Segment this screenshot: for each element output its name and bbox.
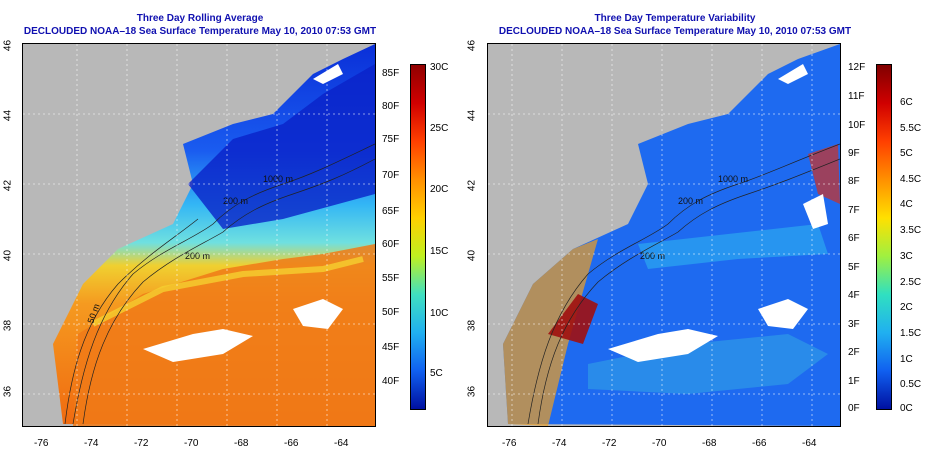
lat-tick-label: 44 bbox=[466, 109, 478, 122]
left-map-svg: 1000 m 200 m 200 m 50 m bbox=[23, 44, 375, 426]
colorbar-f-label: 80F bbox=[382, 101, 400, 112]
contour-label: 1000 m bbox=[263, 174, 293, 184]
colorbar-c-label: 3C bbox=[900, 251, 913, 262]
colorbar-f-label: 50F bbox=[382, 307, 400, 318]
lat-tick-label: 40 bbox=[2, 249, 14, 262]
colorbar-c-label: 20C bbox=[430, 184, 449, 195]
colorbar-f-label: 10F bbox=[848, 120, 866, 131]
right-title-line: Three Day Temperature Variability bbox=[594, 13, 756, 24]
cloud-mask bbox=[313, 64, 343, 84]
colorbar-f-label: 7F bbox=[848, 205, 860, 216]
cloud-mask bbox=[758, 299, 808, 329]
contour-label: 200 m bbox=[223, 196, 248, 206]
colorbar-f-label: 9F bbox=[848, 148, 860, 159]
colorbar-f-label: 8F bbox=[848, 176, 860, 187]
left-panel-title: Three Day Rolling Average DECLOUDED NOAA… bbox=[0, 12, 400, 38]
lat-tick-label: 36 bbox=[466, 385, 478, 398]
cloud-mask bbox=[608, 329, 718, 362]
lon-tick-label: -68 bbox=[702, 438, 717, 449]
colorbar-c-label: 5C bbox=[430, 368, 443, 379]
lon-tick-label: -72 bbox=[134, 438, 149, 449]
lon-tick-label: -76 bbox=[502, 438, 517, 449]
colorbar-f-label: 3F bbox=[848, 319, 860, 330]
right-panel-title: Three Day Temperature Variability DECLOU… bbox=[475, 12, 875, 38]
colorbar-f-label: 5F bbox=[848, 262, 860, 273]
colorbar-c-label: 2C bbox=[900, 302, 913, 313]
variability-colorbar bbox=[876, 64, 892, 410]
lat-tick-label: 44 bbox=[2, 109, 14, 122]
colorbar-f-label: 4F bbox=[848, 290, 860, 301]
colorbar-c-label: 10C bbox=[430, 308, 449, 319]
contour-label: 1000 m bbox=[718, 174, 748, 184]
colorbar-c-label: 6C bbox=[900, 97, 913, 108]
left-subtitle-line: DECLOUDED NOAA–18 Sea Surface Temperatur… bbox=[23, 26, 377, 37]
colorbar-c-label: 1.5C bbox=[900, 328, 922, 339]
lat-tick-label: 42 bbox=[466, 179, 478, 192]
lat-tick-label: 46 bbox=[2, 39, 14, 52]
colorbar-c-label: 25C bbox=[430, 123, 449, 134]
cloud-mask bbox=[293, 299, 343, 329]
lon-tick-label: -76 bbox=[34, 438, 49, 449]
colorbar-c-label: 2.5C bbox=[900, 277, 922, 288]
right-subtitle-line: DECLOUDED NOAA–18 Sea Surface Temperatur… bbox=[498, 26, 852, 37]
colorbar-c-label: 3.5C bbox=[900, 225, 922, 236]
colorbar-f-label: 85F bbox=[382, 68, 400, 79]
high-variability-area bbox=[548, 294, 598, 344]
colorbar-f-label: 75F bbox=[382, 134, 400, 145]
colorbar-f-label: 45F bbox=[382, 342, 400, 353]
colorbar-f-label: 65F bbox=[382, 206, 400, 217]
lat-tick-label: 38 bbox=[2, 319, 14, 332]
colorbar-c-label: 4.5C bbox=[900, 174, 922, 185]
colorbar-c-label: 4C bbox=[900, 199, 913, 210]
right-variability-map: 1000 m 200 m 200 m bbox=[487, 43, 841, 427]
lon-tick-label: -72 bbox=[602, 438, 617, 449]
lat-tick-label: 38 bbox=[466, 319, 478, 332]
cloud-mask bbox=[778, 64, 808, 84]
bathymetry-contours bbox=[64, 143, 375, 425]
lon-tick-label: -68 bbox=[234, 438, 249, 449]
colorbar-c-label: 30C bbox=[430, 62, 449, 73]
colorbar-f-label: 55F bbox=[382, 273, 400, 284]
colorbar-f-label: 70F bbox=[382, 170, 400, 181]
cloud-mask bbox=[803, 194, 828, 229]
cloud-mask bbox=[143, 329, 253, 362]
colorbar-f-label: 11F bbox=[848, 91, 865, 102]
left-title-line: Three Day Rolling Average bbox=[136, 13, 264, 24]
colorbar-c-label: 1C bbox=[900, 354, 913, 365]
lon-tick-label: -66 bbox=[752, 438, 767, 449]
contour-label: 200 m bbox=[678, 196, 703, 206]
lat-tick-label: 40 bbox=[466, 249, 478, 262]
colorbar-c-label: 0.5C bbox=[900, 379, 922, 390]
lon-tick-label: -70 bbox=[184, 438, 199, 449]
contour-label: 200 m bbox=[640, 251, 665, 261]
contour-label: 200 m bbox=[185, 251, 210, 261]
lon-tick-label: -64 bbox=[802, 438, 817, 449]
colorbar-c-label: 5.5C bbox=[900, 123, 922, 134]
lon-tick-label: -70 bbox=[652, 438, 667, 449]
lon-tick-label: -74 bbox=[552, 438, 567, 449]
sst-colorbar bbox=[410, 64, 426, 410]
map-gridlines bbox=[488, 44, 840, 426]
colorbar-c-label: 0C bbox=[900, 403, 913, 414]
colorbar-c-label: 15C bbox=[430, 246, 449, 257]
colorbar-f-label: 2F bbox=[848, 347, 860, 358]
colorbar-f-label: 40F bbox=[382, 376, 400, 387]
lat-tick-label: 42 bbox=[2, 179, 14, 192]
lon-tick-label: -64 bbox=[334, 438, 349, 449]
colorbar-f-label: 6F bbox=[848, 233, 860, 244]
colorbar-f-label: 0F bbox=[848, 403, 860, 414]
colorbar-f-label: 1F bbox=[848, 376, 860, 387]
colorbar-c-label: 5C bbox=[900, 148, 913, 159]
left-sst-map: 1000 m 200 m 200 m 50 m bbox=[22, 43, 376, 427]
colorbar-f-label: 12F bbox=[848, 62, 866, 73]
map-gridlines bbox=[23, 44, 375, 426]
lon-tick-label: -74 bbox=[84, 438, 99, 449]
lon-tick-label: -66 bbox=[284, 438, 299, 449]
right-map-svg: 1000 m 200 m 200 m bbox=[488, 44, 840, 426]
lat-tick-label: 36 bbox=[2, 385, 14, 398]
colorbar-f-label: 60F bbox=[382, 239, 400, 250]
lat-tick-label: 46 bbox=[466, 39, 478, 52]
